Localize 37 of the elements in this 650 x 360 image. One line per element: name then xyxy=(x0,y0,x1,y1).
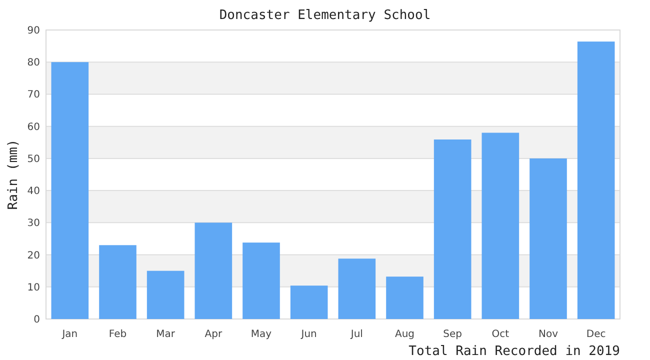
x-tick-label: Sep xyxy=(443,329,462,340)
y-tick-label: 60 xyxy=(27,122,40,133)
bar xyxy=(338,258,376,319)
x-tick-label: Dec xyxy=(586,329,606,340)
bar xyxy=(290,286,328,319)
bar xyxy=(482,132,520,319)
y-tick-label: 20 xyxy=(27,250,40,262)
x-tick-label: Feb xyxy=(108,329,127,340)
y-axis-title: Rain (mm) xyxy=(6,139,21,210)
x-tick-label: Apr xyxy=(204,329,223,340)
bar xyxy=(577,42,615,319)
y-tick-label: 10 xyxy=(27,282,40,294)
bar xyxy=(242,242,280,319)
bar xyxy=(146,270,184,319)
x-tick-label: May xyxy=(250,329,272,340)
y-tick-label: 90 xyxy=(27,26,40,36)
x-tick-label: Jul xyxy=(350,329,363,340)
y-tick-label: 0 xyxy=(34,314,40,326)
bar xyxy=(386,276,424,319)
bar xyxy=(530,158,567,319)
y-tick-label: 80 xyxy=(27,58,40,69)
x-tick-label: Oct xyxy=(492,329,510,340)
y-tick-label: 30 xyxy=(27,218,40,230)
y-tick-label: 70 xyxy=(27,90,40,101)
x-tick-label: Jan xyxy=(61,329,78,340)
bar xyxy=(194,222,232,319)
x-axis-title: Total Rain Recorded in 2019 xyxy=(408,344,620,359)
x-tick-label: Mar xyxy=(156,329,176,340)
bar xyxy=(434,140,472,319)
y-tick-label: 40 xyxy=(27,186,40,198)
x-tick-label: Nov xyxy=(538,329,558,340)
x-tick-label: Jun xyxy=(300,329,317,340)
bar xyxy=(99,245,136,319)
chart-title: Doncaster Elementary School xyxy=(219,8,431,23)
bar xyxy=(51,62,89,319)
y-tick-label: 50 xyxy=(27,154,40,165)
x-tick-label: Aug xyxy=(394,329,415,340)
